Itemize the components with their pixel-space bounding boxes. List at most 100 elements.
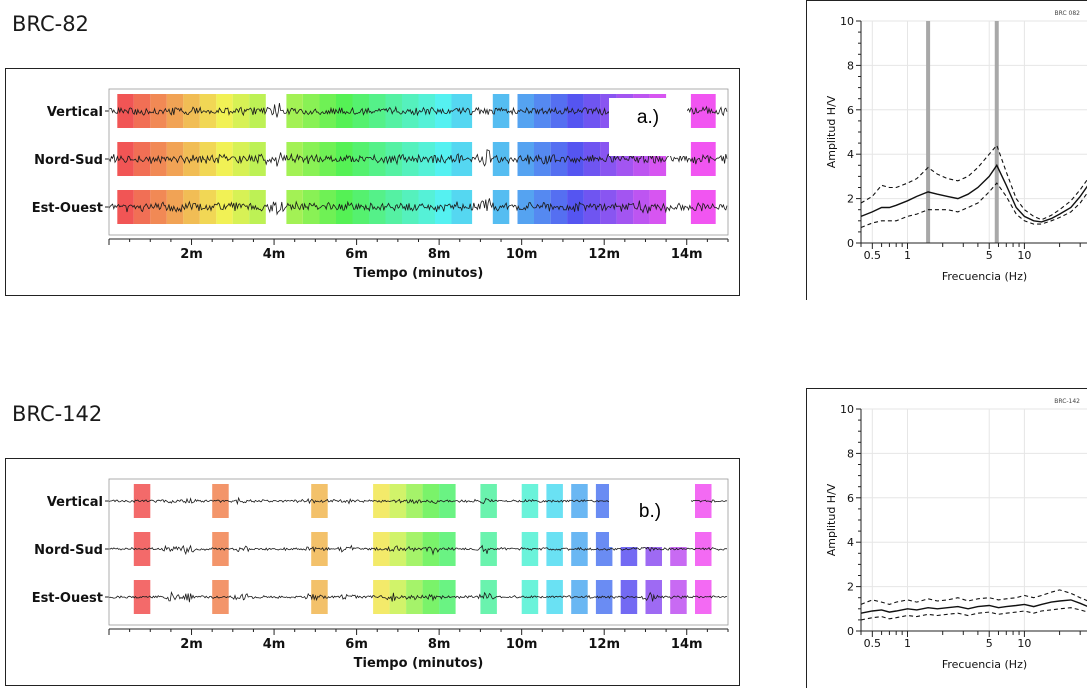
channel-label: Est-Ouest [32,591,103,606]
hv-y-tick-label: 10 [840,403,854,416]
analysis-window [439,484,456,518]
analysis-window [521,484,539,518]
analysis-window [286,142,303,176]
analysis-window [183,190,200,224]
peak-marker [994,21,999,243]
seismic-trace [108,149,728,167]
hv-x-axis-label: Frecuencia (Hz) [942,270,1027,283]
analysis-window [550,94,568,128]
hv-x-tick-label: 0.5 [864,637,882,650]
seismic-trace [108,591,728,603]
analysis-window [406,484,423,518]
time-tick-label: 8m [428,637,451,652]
time-tick-label: 10m [506,247,538,262]
analysis-window [311,484,328,518]
analysis-window [166,142,184,176]
analysis-window [534,94,551,128]
channel-label: Nord-Sud [34,153,103,168]
time-axis-label: Tiempo (minutos) [354,266,484,281]
channel-label: Vertical [47,495,103,510]
analysis-window [319,94,336,128]
hv-mean-curve [860,599,1087,614]
analysis-window [166,190,184,224]
analysis-window [600,190,617,224]
analysis-window [319,142,336,176]
hv-y-tick-label: 6 [847,104,854,117]
analysis-window [166,94,184,128]
analysis-window [439,532,456,566]
analysis-window [336,190,353,224]
analysis-window [534,142,551,176]
analysis-window [571,484,588,518]
hv-y-tick-label: 2 [847,193,854,206]
analysis-window [369,142,386,176]
analysis-window [319,190,336,224]
analysis-window [546,532,563,566]
analysis-window [422,532,440,566]
time-tick-label: 12m [588,247,620,262]
analysis-window [435,190,452,224]
analysis-window [150,142,167,176]
station-title-brc-82: BRC-82 [12,12,89,36]
hv-std-curve [860,607,1087,621]
peak-marker [926,21,931,243]
analysis-window [212,580,229,614]
analysis-window [232,142,250,176]
seismic-trace [108,544,728,556]
hv-y-tick-label: 4 [847,536,854,549]
hv-chart-tag: BRC-142 [1054,398,1080,405]
analysis-window [183,142,200,176]
analysis-window [249,94,266,128]
time-tick-label: 12m [588,637,620,652]
analysis-window [311,532,328,566]
analysis-window [373,532,390,566]
panel-tag-b: b.) [609,483,691,547]
time-tick-label: 10m [506,637,538,652]
analysis-window [521,580,539,614]
analysis-window [286,190,303,224]
time-tick-label: 4m [263,247,286,262]
time-tick-label: 2m [180,247,203,262]
panel-tag-a: a.) [609,98,687,156]
hv-x-axis-label: Frecuencia (Hz) [942,658,1027,671]
analysis-window [150,94,167,128]
hv-x-tick-label: 0.5 [864,249,882,262]
channel-label: Nord-Sud [34,543,103,558]
analysis-window [303,142,320,176]
hv-y-tick-label: 10 [840,15,854,28]
analysis-window [117,94,134,128]
hv-y-axis-label: Amplitud H/V [825,483,838,556]
analysis-window [303,94,320,128]
hv-x-tick-label: 5 [986,249,993,262]
analysis-window [695,580,712,614]
hv-y-tick-label: 8 [847,447,854,460]
hv-y-tick-label: 8 [847,59,854,72]
station-title-brc-142: BRC-142 [12,402,103,426]
analysis-window [492,94,510,128]
analysis-window [249,190,266,224]
analysis-window [373,484,390,518]
analysis-window [133,190,151,224]
analysis-window [117,142,134,176]
analysis-window [389,580,407,614]
analysis-window [336,142,353,176]
hv-std-curve [860,144,1087,221]
hv-std-curve [860,589,1087,605]
hv-mean-curve [860,163,1087,223]
hv-x-tick-label: 1 [904,637,911,650]
analysis-window [133,142,151,176]
time-tick-label: 6m [345,247,368,262]
analysis-window [451,142,473,176]
hv-svg: 0 2 4 6 8 10 0.5 1 5 10 Amplitud H/V Frecuencia (Hz… [825,10,1087,283]
hv-x-tick-label: 10 [1017,637,1031,650]
time-tick-label: 14m [671,247,703,262]
hv-x-tick-label: 5 [986,637,993,650]
analysis-window [418,190,435,224]
analysis-window [517,190,534,224]
analysis-window [352,190,369,224]
time-tick-label: 6m [345,637,368,652]
analysis-window [690,190,716,224]
hv-svg: 0 2 4 6 8 10 0.5 1 5 10 Amplitud H/V Frecuencia (Hz… [825,398,1087,671]
time-tick-label: 2m [180,637,203,652]
time-axis-label: Tiempo (minutos) [354,656,484,671]
